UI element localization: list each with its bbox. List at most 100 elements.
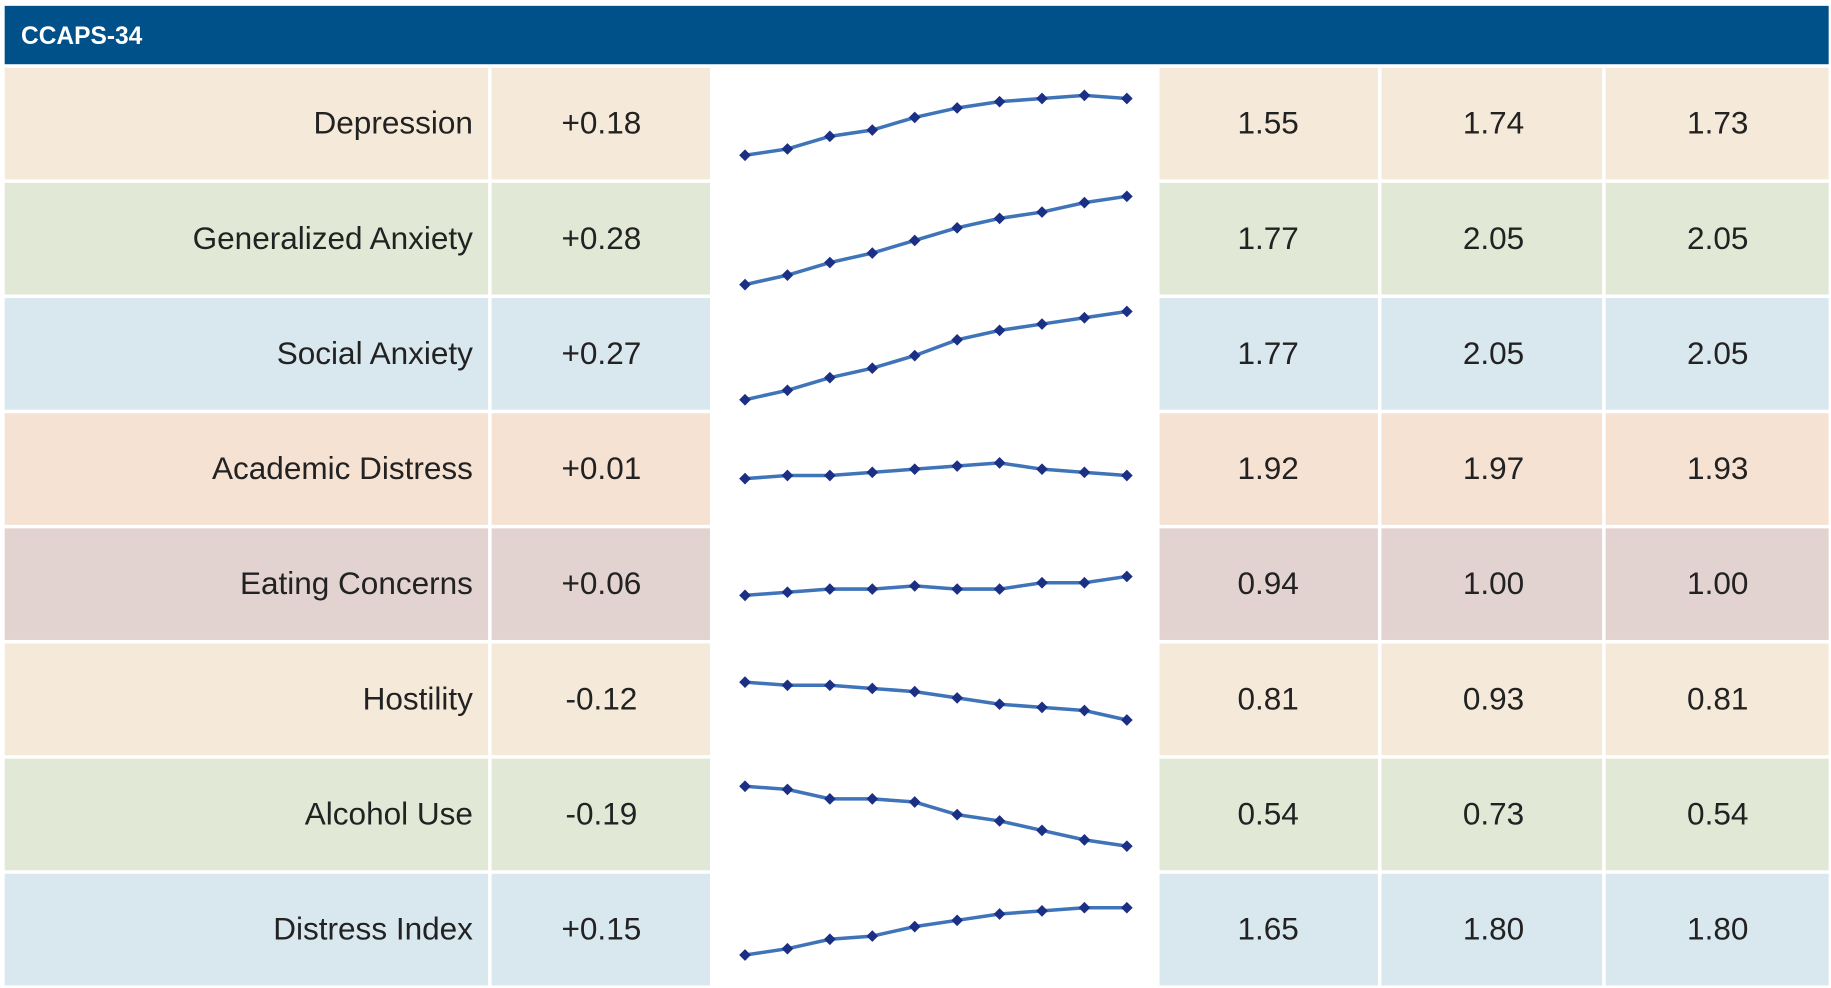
cell (1159, 298, 1378, 410)
score-value: 2.05 (1463, 220, 1524, 256)
score-value: 0.81 (1687, 680, 1748, 716)
score-value: 1.00 (1463, 565, 1524, 601)
trend-point (951, 334, 963, 346)
trend-point (1036, 701, 1048, 714)
score-value: 1.80 (1463, 911, 1524, 947)
header-bar (4, 5, 1829, 65)
trend-point (739, 149, 751, 162)
score-value: 1.92 (1237, 450, 1298, 486)
trend-line (744, 784, 1128, 848)
cell (1605, 182, 1829, 295)
trend-line (744, 93, 1127, 157)
trend-point (866, 930, 879, 942)
cell (1381, 182, 1603, 295)
trend-line (744, 574, 1128, 598)
cell (491, 182, 710, 295)
trend-line (744, 905, 1127, 957)
cell (491, 298, 710, 410)
score-value: 1.65 (1237, 911, 1298, 947)
trend-point (739, 949, 751, 961)
cell (713, 758, 1157, 871)
cell (1381, 758, 1603, 871)
cell (1605, 413, 1829, 525)
score-value: 0.54 (1237, 796, 1298, 832)
trend-point (739, 472, 751, 485)
cell (491, 413, 710, 525)
score-value: 1.74 (1463, 105, 1524, 141)
cell (1605, 67, 1829, 180)
trend-point (824, 130, 836, 143)
change-value: -0.12 (565, 680, 637, 716)
cell (1605, 528, 1829, 640)
score-value: 1.80 (1687, 911, 1748, 947)
trend-point (951, 692, 963, 704)
table-title: CCAPS-34 (21, 23, 143, 50)
score-value: 1.77 (1237, 335, 1298, 371)
cell (1381, 67, 1603, 180)
cell (4, 67, 489, 180)
row-label: Distress Index (273, 911, 473, 947)
trend-line (744, 309, 1128, 402)
trend-point (781, 942, 794, 955)
score-value: 2.05 (1463, 335, 1524, 371)
cell (1605, 643, 1829, 756)
trend-point (951, 460, 963, 472)
cell (4, 873, 489, 986)
change-value: +0.28 (562, 220, 642, 256)
score-value: 2.05 (1687, 220, 1748, 256)
trend-point (824, 793, 836, 805)
trend-point (951, 808, 963, 821)
cell (4, 413, 489, 525)
trend-point (781, 143, 794, 155)
cell (1605, 298, 1829, 410)
trend-point (951, 102, 963, 114)
cell (1381, 413, 1603, 525)
trend-point (739, 589, 751, 602)
trend-point (1036, 318, 1048, 330)
score-value: 1.55 (1237, 105, 1298, 141)
cell (4, 758, 489, 871)
trend-point (1036, 824, 1048, 837)
cell (1381, 528, 1603, 640)
cell (713, 873, 1157, 986)
trend-point (739, 393, 751, 406)
change-value: -0.19 (565, 796, 637, 832)
trend-point (1036, 905, 1048, 917)
cell (1381, 873, 1603, 986)
trend-point (866, 247, 879, 259)
row-label: Academic Distress (212, 450, 473, 486)
cell (1605, 873, 1829, 986)
trend-point (824, 933, 836, 946)
trend-point (866, 583, 879, 595)
change-value: +0.15 (562, 911, 642, 947)
cell (1159, 758, 1378, 871)
change-value: +0.27 (562, 335, 642, 371)
row-label: Social Anxiety (277, 335, 473, 371)
cell (1159, 413, 1378, 525)
trend-point (824, 469, 836, 482)
cell (491, 67, 710, 180)
trend-line (744, 461, 1127, 481)
trend-point (1036, 463, 1048, 476)
trend-point (781, 586, 794, 599)
score-value: 1.73 (1687, 105, 1748, 141)
row-label: Hostility (363, 680, 474, 716)
cell (4, 643, 489, 756)
cell (1159, 873, 1378, 986)
cell (1381, 298, 1603, 410)
trend-point (781, 783, 794, 796)
cell (713, 643, 1157, 756)
trend-point (951, 914, 963, 927)
trend-point (824, 583, 836, 595)
trend-point (824, 371, 836, 384)
cell (4, 298, 489, 410)
cell (1159, 67, 1378, 180)
score-value: 0.54 (1687, 796, 1748, 832)
score-value: 0.94 (1237, 565, 1298, 601)
trend-point (1036, 92, 1048, 105)
cell (491, 873, 710, 986)
trend-point (866, 466, 879, 479)
trend-point (951, 583, 963, 595)
score-value: 1.77 (1237, 220, 1298, 256)
